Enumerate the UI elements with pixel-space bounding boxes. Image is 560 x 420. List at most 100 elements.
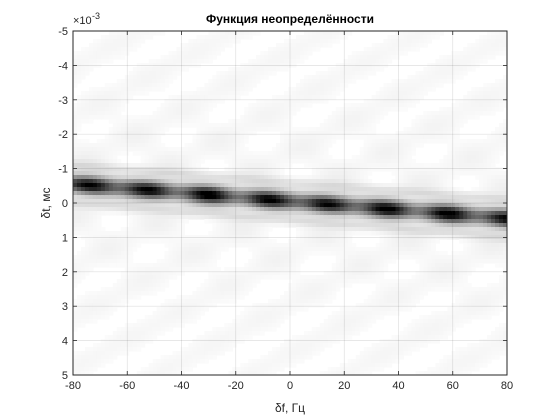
heatmap-cell bbox=[172, 299, 178, 304]
heatmap-cell bbox=[311, 295, 317, 300]
heatmap-cell bbox=[260, 119, 265, 124]
heatmap-cell bbox=[136, 219, 142, 224]
heatmap-cell bbox=[232, 175, 237, 180]
heatmap-cell bbox=[355, 259, 361, 264]
heatmap-cell bbox=[208, 251, 213, 256]
heatmap-cell bbox=[272, 367, 277, 372]
heatmap-cell bbox=[327, 247, 333, 252]
heatmap-cell bbox=[184, 159, 190, 164]
heatmap-cell bbox=[156, 235, 162, 240]
heatmap-cell bbox=[240, 287, 245, 292]
heatmap-cell bbox=[108, 167, 114, 172]
heatmap-cell bbox=[76, 267, 82, 272]
heatmap-cell bbox=[307, 183, 313, 188]
heatmap-cell bbox=[84, 187, 90, 192]
heatmap-cell bbox=[363, 227, 369, 232]
heatmap-cell bbox=[152, 59, 158, 64]
heatmap-cell bbox=[84, 347, 90, 352]
heatmap-cell bbox=[116, 351, 122, 356]
heatmap-cell bbox=[228, 239, 233, 244]
heatmap-cell bbox=[359, 107, 365, 112]
heatmap-cell bbox=[120, 147, 126, 152]
heatmap-cell bbox=[311, 83, 317, 88]
heatmap-cell bbox=[172, 251, 178, 256]
heatmap-cell bbox=[132, 227, 138, 232]
heatmap-cell bbox=[196, 143, 202, 148]
heatmap-cell bbox=[299, 235, 305, 240]
heatmap-cell bbox=[264, 115, 269, 120]
heatmap-cell bbox=[76, 67, 82, 72]
heatmap-cell bbox=[244, 199, 249, 204]
heatmap-cell bbox=[200, 355, 205, 360]
heatmap-cell bbox=[339, 135, 345, 140]
heatmap-cell bbox=[128, 347, 134, 352]
heatmap-cell bbox=[140, 35, 146, 40]
heatmap-cell bbox=[331, 175, 337, 180]
heatmap-cell bbox=[132, 167, 138, 172]
heatmap-cell bbox=[104, 47, 110, 52]
heatmap-cell bbox=[260, 179, 265, 184]
heatmap-cell bbox=[176, 311, 182, 316]
heatmap-cell bbox=[96, 227, 102, 232]
heatmap-cell bbox=[375, 43, 381, 48]
heatmap-cell bbox=[212, 35, 217, 40]
heatmap-cell bbox=[80, 359, 86, 364]
heatmap-cell bbox=[152, 215, 158, 220]
heatmap-cell bbox=[244, 111, 249, 116]
heatmap-cell bbox=[168, 319, 174, 324]
heatmap-cell bbox=[339, 335, 345, 340]
heatmap-cell bbox=[288, 239, 293, 244]
heatmap-cell bbox=[323, 243, 329, 248]
heatmap-cell bbox=[196, 311, 202, 316]
heatmap-cell bbox=[92, 107, 98, 112]
heatmap-cell bbox=[307, 39, 313, 44]
heatmap-cell bbox=[248, 371, 253, 375]
heatmap-cell bbox=[140, 275, 146, 280]
heatmap-cell bbox=[184, 99, 190, 104]
heatmap-cell bbox=[88, 371, 94, 375]
heatmap-cell bbox=[200, 147, 205, 152]
heatmap-cell bbox=[212, 223, 217, 228]
heatmap-cell bbox=[204, 199, 209, 204]
heatmap-cell bbox=[295, 359, 301, 364]
heatmap-cell bbox=[363, 151, 369, 156]
heatmap-cell bbox=[256, 275, 261, 280]
heatmap-cell bbox=[363, 131, 369, 136]
heatmap-cell bbox=[252, 227, 257, 232]
heatmap-cell bbox=[120, 127, 126, 132]
heatmap-cell bbox=[240, 171, 245, 176]
heatmap-cell bbox=[96, 207, 102, 212]
heatmap-cell bbox=[140, 79, 146, 84]
heatmap-cell bbox=[351, 323, 357, 328]
heatmap-cell bbox=[383, 147, 389, 152]
heatmap-cell bbox=[164, 211, 170, 216]
heatmap-cell bbox=[335, 235, 341, 240]
heatmap-cell bbox=[383, 183, 389, 188]
heatmap-cell bbox=[299, 127, 305, 132]
heatmap-cell bbox=[172, 223, 178, 228]
heatmap-cell bbox=[284, 179, 289, 184]
heatmap-cell bbox=[311, 275, 317, 280]
heatmap-cell bbox=[228, 155, 233, 160]
heatmap-cell bbox=[176, 371, 182, 375]
heatmap-cell bbox=[268, 255, 273, 260]
heatmap-cell bbox=[319, 71, 325, 76]
heatmap-cell bbox=[188, 319, 194, 324]
heatmap-cell bbox=[331, 191, 337, 196]
heatmap-cell bbox=[284, 147, 289, 152]
heatmap-cell bbox=[212, 347, 217, 352]
heatmap-cell bbox=[276, 259, 281, 264]
heatmap-cell bbox=[359, 127, 365, 132]
heatmap-cell bbox=[284, 51, 289, 56]
heatmap-cell bbox=[359, 207, 365, 212]
heatmap-cell bbox=[140, 75, 146, 80]
heatmap-cell bbox=[168, 103, 174, 108]
heatmap-cell bbox=[136, 35, 142, 40]
heatmap-cell bbox=[291, 151, 297, 156]
heatmap-cell bbox=[80, 63, 86, 68]
heatmap-cell bbox=[284, 251, 289, 256]
heatmap-cell bbox=[116, 343, 122, 348]
heatmap-cell bbox=[335, 167, 341, 172]
heatmap-cell bbox=[73, 167, 78, 172]
heatmap-cell bbox=[387, 139, 393, 144]
